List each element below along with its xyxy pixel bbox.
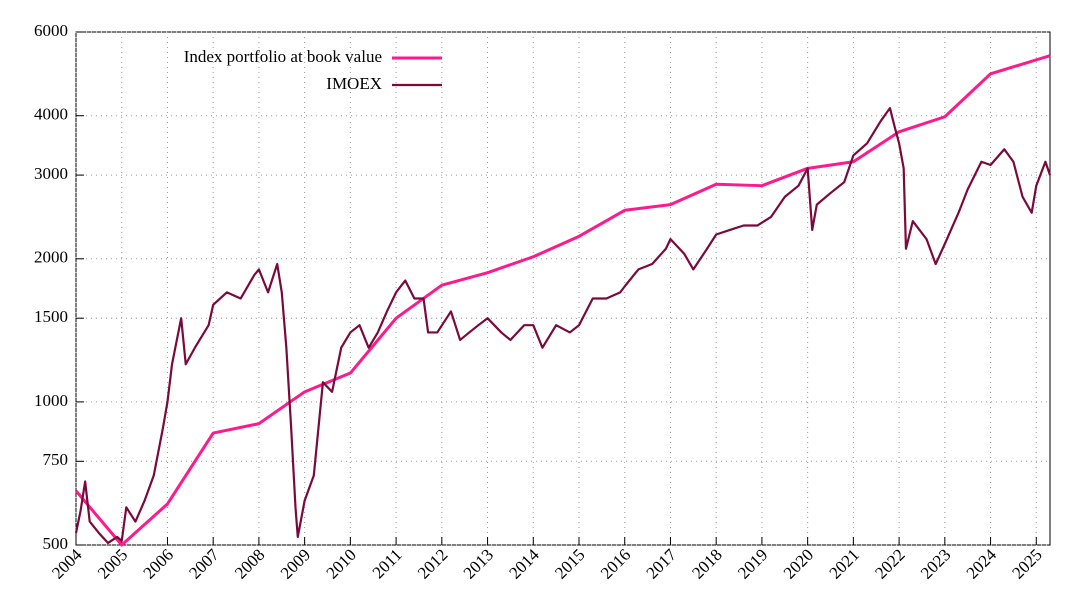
x-tick-label: 2009 <box>277 545 314 582</box>
x-tick-label: 2017 <box>643 545 681 583</box>
x-tick-label: 2014 <box>505 545 543 583</box>
x-tick-label: 2015 <box>551 545 588 582</box>
legend-label: Index portfolio at book value <box>184 47 382 66</box>
x-tick-label: 2012 <box>414 545 451 582</box>
x-tick-label: 2021 <box>825 545 862 582</box>
y-tick-label: 6000 <box>34 21 68 40</box>
x-tick-label: 2010 <box>322 545 359 582</box>
x-tick-label: 2016 <box>597 545 634 582</box>
y-tick-label: 500 <box>43 534 69 553</box>
plot-frame <box>75 31 1051 546</box>
x-tick-label: 2006 <box>140 545 177 582</box>
y-tick-label: 750 <box>43 450 69 469</box>
x-tick-label: 2023 <box>917 545 954 582</box>
x-tick-label: 2020 <box>780 545 817 582</box>
data-line <box>74 107 1052 545</box>
y-tick-label: 3000 <box>34 164 68 183</box>
x-tick-label: 2005 <box>94 545 131 582</box>
x-tick-label: 2018 <box>688 545 725 582</box>
x-tick-label: 2007 <box>185 545 223 583</box>
x-tick-label: 2025 <box>1008 545 1045 582</box>
x-tick-label: 2011 <box>369 545 406 582</box>
y-tick-label: 2000 <box>34 248 68 267</box>
x-tick-label: 2024 <box>963 545 1001 583</box>
y-tick-label: 1500 <box>34 307 68 326</box>
x-tick-label: 2013 <box>460 545 497 582</box>
x-tick-label: 2019 <box>734 545 771 582</box>
data-line <box>74 54 1051 547</box>
x-tick-label: 2022 <box>871 545 908 582</box>
x-tick-label: 2008 <box>231 545 268 582</box>
y-tick-label: 4000 <box>34 105 68 124</box>
legend-label: IMOEX <box>326 74 382 93</box>
y-tick-label: 1000 <box>34 391 68 410</box>
